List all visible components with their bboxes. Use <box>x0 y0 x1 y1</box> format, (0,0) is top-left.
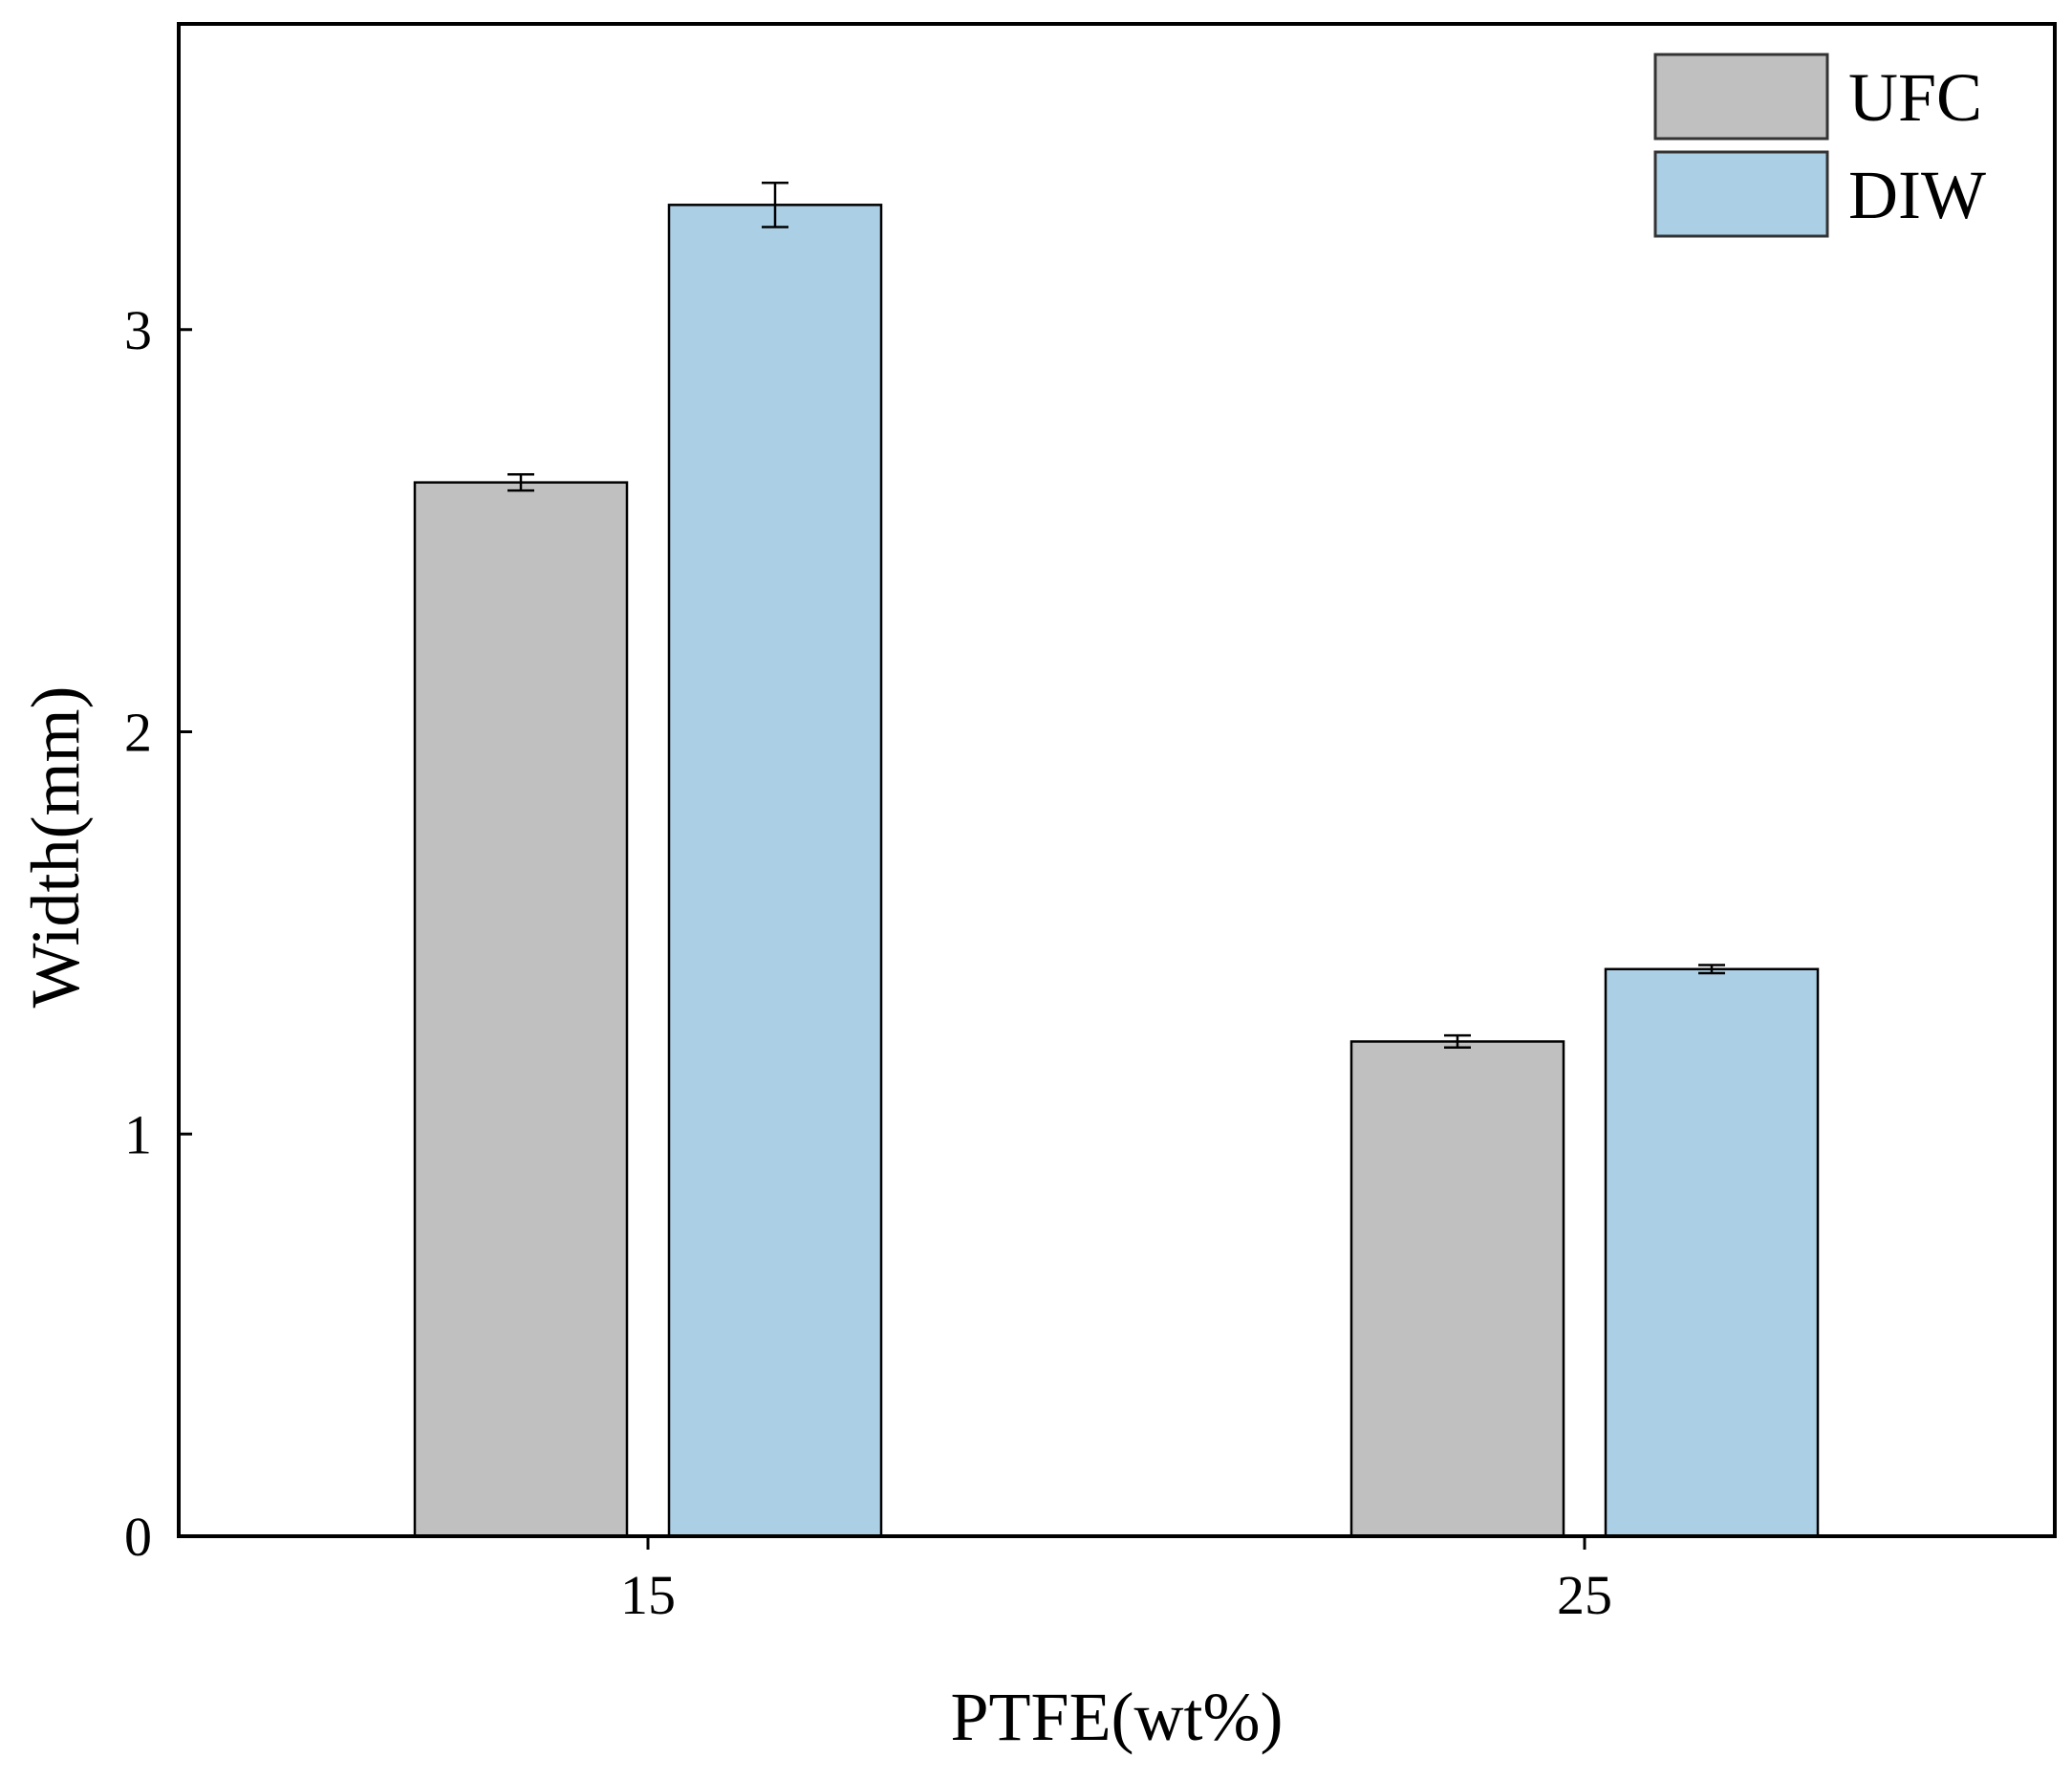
y-tick-label-3: 3 <box>124 299 152 361</box>
legend: UFC DIW <box>1653 53 1986 238</box>
bar-diw-15 <box>667 204 883 1538</box>
x-tick-label-15: 15 <box>620 1564 676 1626</box>
error-bar-diw-25 <box>1698 964 1725 975</box>
legend-swatch-ufc <box>1653 53 1829 141</box>
y-axis-ticks: 0 1 2 3 <box>124 299 192 1568</box>
bars-layer <box>413 204 1820 1538</box>
error-bar-ufc-15 <box>507 472 534 492</box>
legend-item-diw: DIW <box>1653 150 1986 238</box>
plot-frame <box>177 22 2057 1538</box>
legend-item-ufc: UFC <box>1653 53 1982 141</box>
bar-diw-25 <box>1604 967 1820 1538</box>
error-bar-ufc-25 <box>1444 1033 1471 1050</box>
error-bar-diw-15 <box>762 181 788 228</box>
legend-label-ufc: UFC <box>1848 59 1982 136</box>
x-axis-ticks: 15 25 <box>620 1536 1612 1626</box>
y-tick-label-2: 2 <box>124 702 152 764</box>
bar-ufc-25 <box>1349 1040 1565 1538</box>
legend-label-diw: DIW <box>1848 157 1986 233</box>
y-tick-label-0: 0 <box>124 1506 152 1568</box>
x-axis-title: PTFE(wt%) <box>951 1679 1284 1755</box>
error-bars-layer <box>507 181 1725 1050</box>
y-tick-label-1: 1 <box>124 1103 152 1165</box>
legend-swatch-diw <box>1653 150 1829 238</box>
x-tick-label-25: 25 <box>1557 1564 1612 1626</box>
bar-ufc-15 <box>413 481 629 1538</box>
y-axis-title: Width(mm) <box>17 685 94 1008</box>
